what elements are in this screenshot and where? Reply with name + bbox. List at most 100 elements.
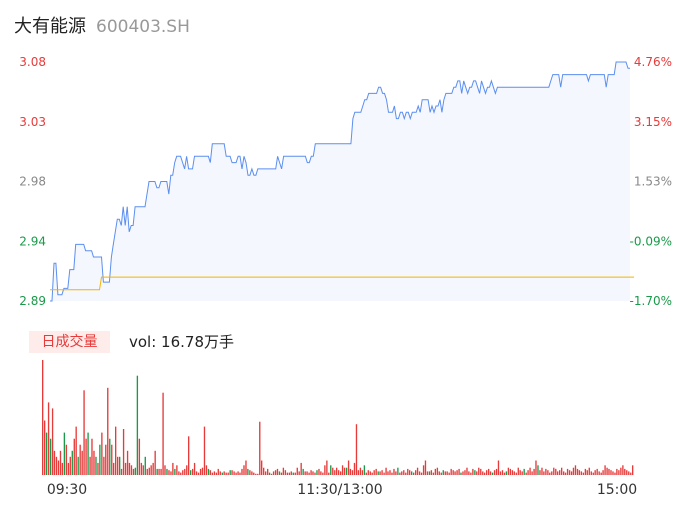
volume-bar: [612, 471, 614, 475]
volume-bar: [111, 444, 113, 475]
volume-bar: [276, 468, 279, 475]
volume-bar: [166, 468, 168, 475]
volume-bar: [340, 471, 342, 475]
volume-bar: [462, 471, 464, 475]
volume-bar: [168, 470, 170, 475]
volume-bar: [474, 470, 476, 475]
volume-bar: [219, 471, 221, 475]
volume-bar: [42, 360, 44, 475]
price-tick-label: 3.03: [19, 115, 46, 129]
percent-tick-label: 3.15%: [634, 115, 672, 129]
tab-daily-volume[interactable]: 日成交量: [29, 331, 110, 353]
volume-bar: [349, 468, 352, 475]
volume-bar: [489, 471, 492, 475]
volume-bar: [247, 468, 249, 475]
volume-bar: [113, 462, 115, 475]
volume-bar: [484, 472, 486, 475]
volume-bar: [497, 460, 500, 475]
volume-bar: [578, 470, 581, 475]
volume-bar: [391, 472, 393, 475]
volume-bar: [231, 470, 233, 475]
volume-bar: [221, 472, 223, 475]
volume-bar: [405, 472, 407, 475]
volume-bar: [491, 472, 494, 475]
stock-name: 大有能源: [14, 16, 86, 37]
volume-bar: [296, 467, 298, 475]
volume-bar: [154, 450, 156, 475]
volume-bar: [318, 468, 320, 475]
volume-bar: [199, 468, 202, 475]
volume-bar: [322, 472, 324, 475]
volume-bar: [555, 468, 557, 475]
volume-bar: [160, 468, 162, 475]
volume-bar: [576, 468, 579, 475]
volume-bar: [51, 408, 54, 475]
volume-bar: [557, 471, 559, 475]
volume-bar: [148, 467, 150, 475]
volume-bar: [385, 467, 387, 475]
percent-tick-label: -1.70%: [630, 294, 672, 308]
volume-bar: [434, 468, 437, 475]
volume-bar: [241, 468, 243, 475]
volume-bar: [223, 471, 225, 475]
volume-bar: [403, 470, 405, 475]
volume-bar: [511, 470, 514, 475]
volume-bar: [604, 465, 606, 475]
volume-bar: [448, 472, 450, 475]
volume-bar: [235, 472, 237, 475]
volume-bar: [568, 470, 571, 475]
volume-bar: [387, 471, 389, 475]
volume-bar: [393, 468, 395, 475]
volume-readout: vol: 16.78万手: [129, 333, 234, 351]
volume-bar: [192, 468, 194, 475]
volume-bar: [188, 436, 190, 475]
volume-bar: [225, 472, 227, 475]
volume-bar: [626, 470, 628, 475]
volume-bar: [596, 468, 598, 475]
volume-bar: [460, 472, 462, 475]
volume-bar: [478, 467, 480, 475]
volume-bar: [274, 470, 277, 475]
volume-bar: [476, 471, 478, 475]
volume-bar: [507, 467, 510, 475]
volume-bar: [67, 462, 70, 475]
volume-bar: [440, 472, 442, 475]
volume-bar: [284, 470, 287, 475]
volume-bar: [237, 471, 239, 475]
volume-bar: [69, 456, 71, 475]
volume-bar: [115, 426, 117, 475]
volume-bar: [195, 471, 198, 475]
volume-bar: [178, 471, 180, 475]
time-axis-label: 11:30/13:00: [297, 482, 382, 498]
volume-bar: [217, 468, 219, 475]
volume-bar: [120, 468, 123, 475]
volume-bar: [261, 460, 263, 475]
page-title: 大有能源 600403.SH: [14, 12, 190, 38]
volume-bar: [521, 471, 523, 475]
time-axis-label: 15:00: [597, 482, 637, 498]
volume-bar: [470, 472, 472, 475]
volume-bar: [580, 471, 583, 475]
volume-bar: [509, 468, 512, 475]
volume-bar: [326, 460, 328, 475]
percent-tick-label: -0.09%: [630, 234, 672, 248]
volume-bar: [458, 468, 460, 475]
volume-bar: [432, 472, 435, 475]
volume-bar: [47, 402, 50, 475]
volume-bar: [620, 467, 622, 475]
volume-bar: [81, 450, 83, 475]
volume-bar: [259, 421, 261, 475]
volume-bar: [109, 438, 111, 475]
volume-bar: [267, 468, 269, 475]
volume-bar: [572, 467, 575, 475]
volume-bar: [501, 470, 504, 475]
volume-bar: [436, 467, 439, 475]
volume-bar: [77, 456, 79, 475]
volume-bar: [243, 465, 245, 475]
volume-bar: [608, 468, 610, 475]
volume-bar: [164, 465, 166, 475]
volume-bar: [265, 471, 267, 475]
volume-bar: [379, 471, 381, 475]
volume-bar: [537, 465, 539, 475]
volume-bar: [407, 468, 409, 475]
